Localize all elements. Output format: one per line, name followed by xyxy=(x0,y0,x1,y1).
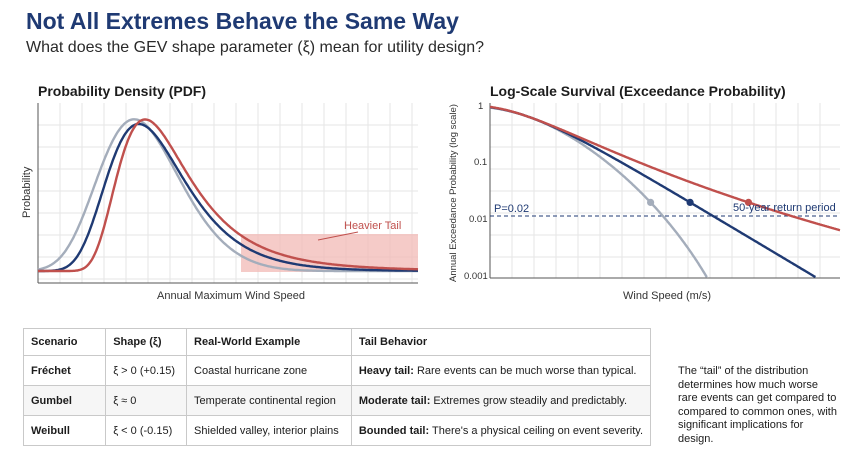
table-header-row: Scenario Shape (ξ) Real-World Example Ta… xyxy=(22,328,652,356)
survival-y-tick-1: 1 xyxy=(478,101,483,112)
table-row: Weibull ξ < 0 (-0.15) Shielded valley, i… xyxy=(22,415,652,446)
return-point-weibull xyxy=(647,198,655,206)
pdf-series-gumbel xyxy=(38,122,418,273)
survival-x-axis-label: Wind Speed (m/s) xyxy=(623,290,711,302)
pdf-series-frechet xyxy=(38,118,419,273)
row-tail-label: Bounded tail: xyxy=(358,424,430,437)
survival-series-gumbel xyxy=(489,106,816,279)
heavier-tail-pointer xyxy=(317,231,359,241)
row-tail-label: Moderate tail: xyxy=(358,394,431,407)
row-scenario: Weibull xyxy=(22,415,107,446)
survival-series-frechet xyxy=(489,105,841,232)
row-shape: ξ > 0 (+0.15) xyxy=(105,355,188,386)
probability-label: P=0.02 xyxy=(494,203,529,215)
pdf-y-axis-label: Probability xyxy=(21,166,33,218)
pdf-chart-title: Probability Density (PDF) xyxy=(38,83,207,99)
heavier-tail-label: Heavier Tail xyxy=(344,220,401,232)
pdf-x-axis-label: Annual Maximum Wind Speed xyxy=(157,290,305,302)
tail-explanation-note: The “tail” of the distribution determine… xyxy=(678,365,837,445)
row-example: Shielded valley, interior plains xyxy=(186,415,352,446)
survival-y-tick-0.1: 0.1 xyxy=(474,157,487,168)
survival-chart: 1 0.1 0.01 0.001 P=0.02 50-year return p… xyxy=(448,101,841,302)
pdf-series-weibull xyxy=(37,118,418,273)
row-tail: Moderate tail: Extremes grow steadily an… xyxy=(350,385,652,416)
return-point-gumbel xyxy=(686,198,694,206)
pdf-chart: Heavier Tail Annual Maximum Wind Speed P… xyxy=(21,103,419,302)
return-point-frechet xyxy=(744,198,753,206)
row-shape: ξ < 0 (-0.15) xyxy=(105,415,188,446)
row-example: Coastal hurricane zone xyxy=(186,355,352,386)
row-example: Temperate continental region xyxy=(186,385,352,416)
row-tail-text: Rare events can be much worse than typic… xyxy=(413,364,637,377)
survival-grid xyxy=(490,103,840,278)
row-tail-text: There's a physical ceiling on event seve… xyxy=(429,424,643,437)
survival-y-tick-0.001: 0.001 xyxy=(464,271,488,282)
page-subtitle: What does the GEV shape parameter (ξ) me… xyxy=(26,39,485,56)
survival-y-axis-label: Annual Exceedance Probability (log scale… xyxy=(448,104,459,282)
header-scenario: Scenario xyxy=(22,328,107,356)
table-row: Fréchet ξ > 0 (+0.15) Coastal hurricane … xyxy=(22,355,652,386)
row-scenario: Fréchet xyxy=(22,355,107,386)
return-period-label: 50-year return period xyxy=(733,202,836,214)
header-tail: Tail Behavior xyxy=(350,328,652,356)
scenario-table: Scenario Shape (ξ) Real-World Example Ta… xyxy=(22,328,652,446)
row-tail: Heavy tail: Rare events can be much wors… xyxy=(350,355,652,386)
header-example: Real-World Example xyxy=(186,328,352,356)
header-shape: Shape (ξ) xyxy=(105,328,188,356)
table-row: Gumbel ξ ≈ 0 Temperate continental regio… xyxy=(22,385,652,416)
row-tail-label: Heavy tail: xyxy=(358,364,414,377)
row-tail: Bounded tail: There's a physical ceiling… xyxy=(350,415,652,446)
survival-chart-title: Log-Scale Survival (Exceedance Probabili… xyxy=(490,83,786,99)
row-shape: ξ ≈ 0 xyxy=(105,385,188,416)
row-scenario: Gumbel xyxy=(22,385,107,416)
row-tail-text: Extremes grow steadily and predictably. xyxy=(430,394,628,407)
page-title: Not All Extremes Behave the Same Way xyxy=(26,8,459,34)
survival-y-tick-0.01: 0.01 xyxy=(469,214,488,225)
